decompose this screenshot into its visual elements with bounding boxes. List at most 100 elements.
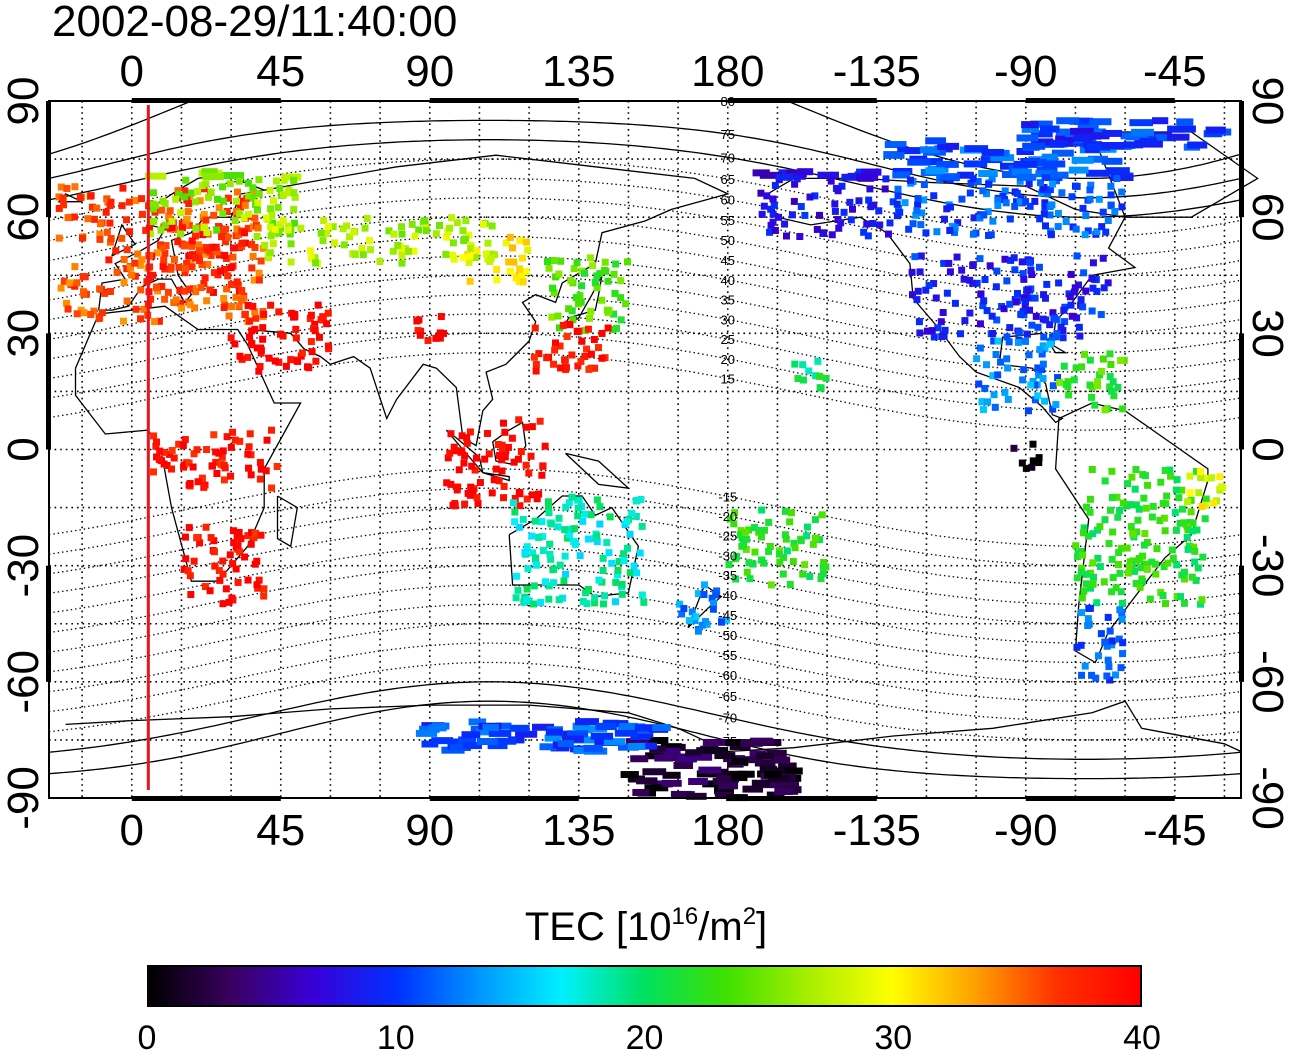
tec-pixel (107, 198, 115, 206)
tec-pixel (172, 296, 180, 304)
tec-pixel (535, 533, 543, 541)
tec-pixel (980, 297, 988, 305)
tec-pixel (1049, 180, 1057, 188)
tec-pixel (593, 496, 601, 504)
tec-pixel (988, 175, 996, 183)
tec-pixel (1089, 530, 1097, 538)
tec-pixel (251, 325, 259, 333)
tec-pixel (1078, 564, 1086, 572)
tec-pixel (511, 508, 519, 516)
tec-pixel (170, 454, 178, 462)
tec-pixel (943, 205, 951, 213)
tec-pixel (1101, 141, 1125, 149)
tec-pixel (1114, 513, 1122, 521)
tec-pixel (543, 354, 551, 362)
tec-pixel (219, 183, 227, 191)
tec-pixel (436, 221, 444, 229)
tec-pixel (1049, 309, 1057, 317)
tec-pixel (947, 203, 955, 211)
colorbar-title-end: ] (756, 905, 768, 949)
tec-pixel (922, 286, 930, 294)
tec-pixel (200, 223, 208, 231)
tec-pixel (324, 342, 332, 350)
tec-pixel (803, 532, 811, 540)
tec-pixel (1148, 513, 1156, 521)
tec-pixel (529, 549, 537, 557)
tec-pixel (882, 175, 890, 183)
tec-pixel (894, 205, 902, 213)
tec-pixel (1076, 332, 1084, 340)
tec-pixel (1167, 125, 1185, 133)
tec-pixel (177, 299, 185, 307)
tec-pixel (249, 184, 257, 192)
tec-pixel (1004, 395, 1012, 403)
tec-pixel (461, 731, 481, 739)
tec-pixel (551, 339, 559, 347)
tec-pixel (1161, 527, 1169, 535)
tec-pixel (162, 242, 170, 250)
tec-pixel (757, 738, 775, 746)
tec-pixel (498, 467, 506, 475)
top-longitude-label: 90 (405, 47, 454, 96)
tec-pixel (168, 224, 176, 232)
tec-pixel (253, 233, 261, 241)
tec-pixel (896, 208, 904, 216)
tec-pixel (590, 335, 598, 343)
tec-pixel (805, 367, 813, 375)
tec-pixel (770, 201, 778, 209)
tec-pixel (966, 309, 974, 317)
tec-pixel (260, 310, 268, 318)
tec-pixel (1089, 284, 1097, 292)
magnetic-contour (48, 255, 1242, 334)
tec-pixel (1082, 570, 1090, 578)
magnetic-latitude-label: -75 (718, 734, 737, 749)
tec-pixel (979, 406, 987, 414)
tec-pixel (1169, 554, 1177, 562)
tec-pixel (742, 785, 764, 793)
tec-pixel (757, 533, 765, 541)
tec-pixel (634, 724, 653, 732)
tec-pixel (319, 313, 327, 321)
tec-pixel (202, 173, 224, 181)
tec-pixel (584, 325, 592, 333)
tec-pixel (976, 214, 984, 222)
tec-pixel (201, 274, 209, 282)
tec-pixel (158, 206, 166, 214)
tec-pixel (79, 288, 87, 296)
tec-pixel (561, 735, 584, 743)
tec-pixel (96, 230, 104, 238)
colorbar-title: TEC [1016/m2] (0, 905, 1292, 950)
tec-pixel (66, 279, 74, 287)
tec-pixel (875, 207, 883, 215)
tec-pixel (587, 350, 595, 358)
tec-pixel (225, 598, 233, 606)
tec-pixel (404, 247, 412, 255)
tec-pixel (1000, 305, 1008, 313)
tec-pixel (713, 587, 721, 595)
tec-pixel (1041, 203, 1049, 211)
tec-pixel (311, 327, 319, 335)
tec-pixel (1056, 117, 1079, 125)
tec-pixel (1077, 641, 1085, 649)
tec-pixel (71, 263, 79, 271)
tec-pixel (577, 357, 585, 365)
tec-pixel (743, 756, 763, 764)
magnetic-latitude-label: -15 (718, 489, 737, 504)
tec-pixel (284, 226, 292, 234)
tec-pixel (590, 732, 614, 740)
tec-pixel (232, 565, 240, 573)
tec-pixel (564, 320, 572, 328)
tec-pixel (1093, 228, 1101, 236)
tec-pixel (702, 738, 726, 746)
tec-pixel (1177, 593, 1185, 601)
tec-pixel (740, 541, 748, 549)
tec-pixel (1061, 318, 1069, 326)
top-longitude-label: 135 (542, 47, 615, 96)
tec-pixel (598, 296, 606, 304)
tec-pixel (741, 528, 749, 536)
tec-pixel (1189, 519, 1197, 527)
tec-pixel (583, 744, 603, 752)
tec-pixel (151, 318, 159, 326)
tec-pixel (799, 570, 807, 578)
tec-pixel (269, 197, 277, 205)
